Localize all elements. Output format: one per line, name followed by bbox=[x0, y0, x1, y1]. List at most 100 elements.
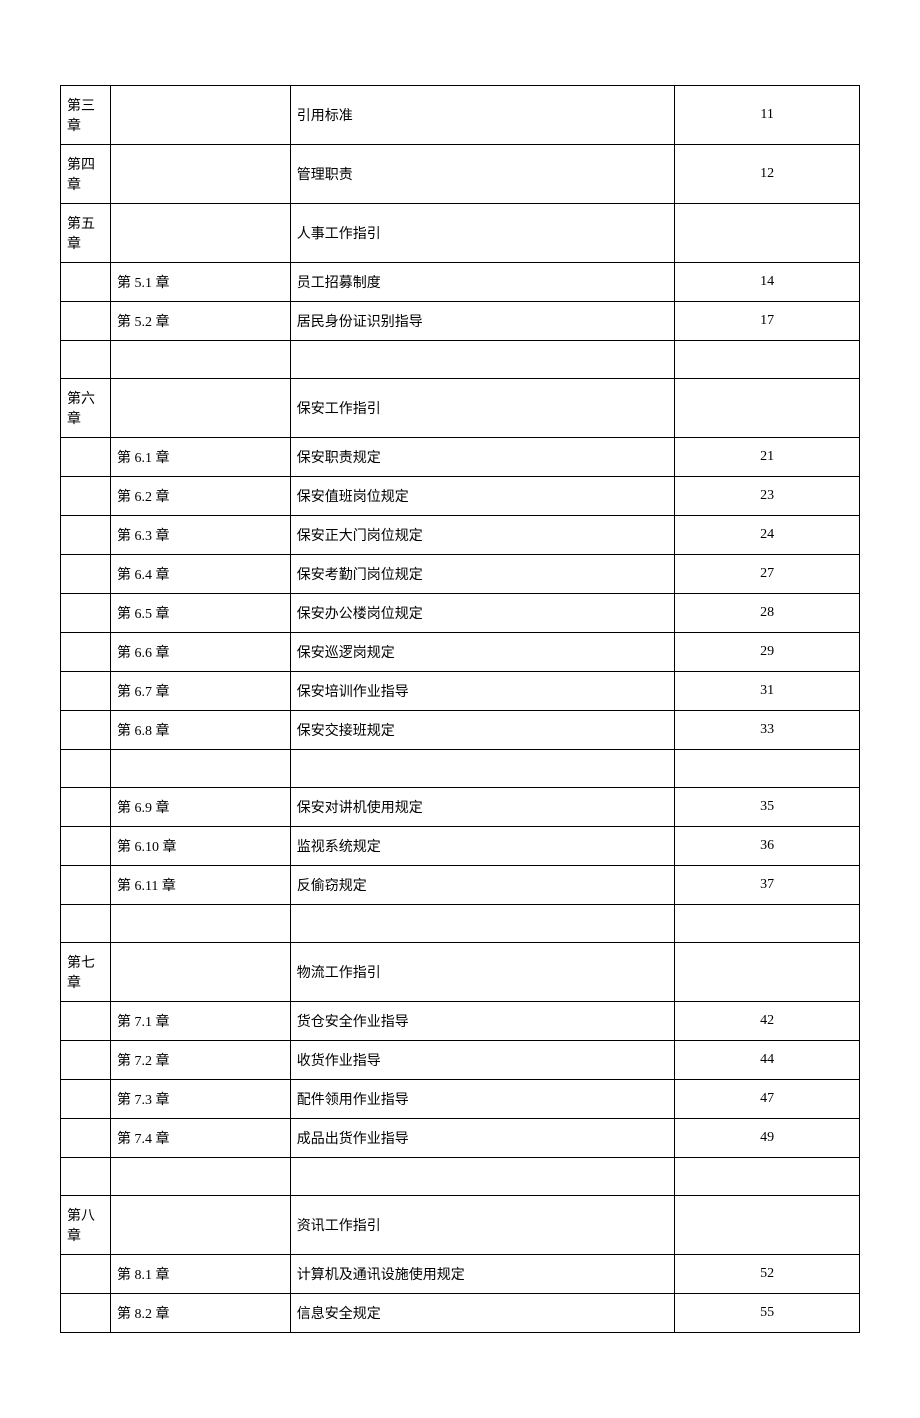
chapter-main-cell bbox=[61, 1119, 111, 1158]
chapter-sub-cell: 第 7.3 章 bbox=[110, 1080, 290, 1119]
chapter-sub-cell bbox=[110, 1196, 290, 1255]
title-cell bbox=[290, 341, 674, 379]
page-number-cell: 28 bbox=[675, 594, 860, 633]
table-row: 第 6.10 章监视系统规定36 bbox=[61, 827, 860, 866]
chapter-sub-cell: 第 5.2 章 bbox=[110, 302, 290, 341]
chapter-main-cell bbox=[61, 750, 111, 788]
title-cell: 保安正大门岗位规定 bbox=[290, 516, 674, 555]
table-row: 第五章人事工作指引 bbox=[61, 204, 860, 263]
page-number-cell bbox=[675, 379, 860, 438]
page-number-cell: 27 bbox=[675, 555, 860, 594]
chapter-sub-cell: 第 8.1 章 bbox=[110, 1255, 290, 1294]
chapter-sub-cell: 第 6.5 章 bbox=[110, 594, 290, 633]
title-cell: 配件领用作业指导 bbox=[290, 1080, 674, 1119]
title-cell: 员工招募制度 bbox=[290, 263, 674, 302]
page-number-cell bbox=[675, 204, 860, 263]
table-row: 第 6.6 章保安巡逻岗规定29 bbox=[61, 633, 860, 672]
chapter-sub-cell bbox=[110, 750, 290, 788]
chapter-main-cell bbox=[61, 555, 111, 594]
title-cell: 计算机及通讯设施使用规定 bbox=[290, 1255, 674, 1294]
title-cell: 保安办公楼岗位规定 bbox=[290, 594, 674, 633]
title-cell: 保安培训作业指导 bbox=[290, 672, 674, 711]
chapter-sub-cell bbox=[110, 86, 290, 145]
chapter-main-cell: 第六章 bbox=[61, 379, 111, 438]
chapter-main-cell bbox=[61, 672, 111, 711]
title-cell: 收货作业指导 bbox=[290, 1041, 674, 1080]
chapter-main-cell bbox=[61, 341, 111, 379]
table-row: 第 6.8 章保安交接班规定33 bbox=[61, 711, 860, 750]
chapter-main-cell: 第三章 bbox=[61, 86, 111, 145]
table-row: 第 6.11 章反偷窃规定37 bbox=[61, 866, 860, 905]
chapter-sub-cell bbox=[110, 145, 290, 204]
title-cell: 保安巡逻岗规定 bbox=[290, 633, 674, 672]
table-row: 第 7.2 章收货作业指导44 bbox=[61, 1041, 860, 1080]
chapter-sub-cell: 第 5.1 章 bbox=[110, 263, 290, 302]
page-number-cell: 24 bbox=[675, 516, 860, 555]
page-number-cell bbox=[675, 943, 860, 1002]
title-cell: 保安职责规定 bbox=[290, 438, 674, 477]
toc-tbody: 第三章引用标准11第四章管理职责12第五章人事工作指引第 5.1 章员工招募制度… bbox=[61, 86, 860, 1333]
page-number-cell bbox=[675, 750, 860, 788]
table-row bbox=[61, 750, 860, 788]
chapter-main-cell bbox=[61, 788, 111, 827]
title-cell: 保安值班岗位规定 bbox=[290, 477, 674, 516]
title-cell: 资讯工作指引 bbox=[290, 1196, 674, 1255]
page-number-cell: 29 bbox=[675, 633, 860, 672]
chapter-sub-cell bbox=[110, 905, 290, 943]
chapter-sub-cell: 第 6.9 章 bbox=[110, 788, 290, 827]
table-row: 第六章保安工作指引 bbox=[61, 379, 860, 438]
title-cell: 引用标准 bbox=[290, 86, 674, 145]
table-row: 第 5.1 章员工招募制度14 bbox=[61, 263, 860, 302]
table-row: 第 7.1 章货仓安全作业指导42 bbox=[61, 1002, 860, 1041]
table-row: 第 6.4 章保安考勤门岗位规定27 bbox=[61, 555, 860, 594]
title-cell bbox=[290, 1158, 674, 1196]
table-row: 第 6.7 章保安培训作业指导31 bbox=[61, 672, 860, 711]
page-number-cell bbox=[675, 1158, 860, 1196]
table-row: 第 6.1 章保安职责规定21 bbox=[61, 438, 860, 477]
table-row: 第 6.5 章保安办公楼岗位规定28 bbox=[61, 594, 860, 633]
chapter-sub-cell: 第 6.11 章 bbox=[110, 866, 290, 905]
page-number-cell: 37 bbox=[675, 866, 860, 905]
page-number-cell bbox=[675, 905, 860, 943]
title-cell: 人事工作指引 bbox=[290, 204, 674, 263]
table-row: 第七章物流工作指引 bbox=[61, 943, 860, 1002]
chapter-sub-cell bbox=[110, 1158, 290, 1196]
title-cell: 监视系统规定 bbox=[290, 827, 674, 866]
title-cell: 货仓安全作业指导 bbox=[290, 1002, 674, 1041]
page-number-cell: 44 bbox=[675, 1041, 860, 1080]
chapter-sub-cell: 第 7.4 章 bbox=[110, 1119, 290, 1158]
chapter-sub-cell: 第 6.7 章 bbox=[110, 672, 290, 711]
chapter-main-cell bbox=[61, 905, 111, 943]
table-row: 第 8.2 章信息安全规定55 bbox=[61, 1294, 860, 1333]
title-cell: 保安考勤门岗位规定 bbox=[290, 555, 674, 594]
page-number-cell: 49 bbox=[675, 1119, 860, 1158]
chapter-main-cell bbox=[61, 594, 111, 633]
page-number-cell: 23 bbox=[675, 477, 860, 516]
page-number-cell: 52 bbox=[675, 1255, 860, 1294]
title-cell: 反偷窃规定 bbox=[290, 866, 674, 905]
table-row bbox=[61, 341, 860, 379]
table-row bbox=[61, 1158, 860, 1196]
chapter-main-cell bbox=[61, 302, 111, 341]
chapter-sub-cell bbox=[110, 379, 290, 438]
chapter-main-cell bbox=[61, 1002, 111, 1041]
page-number-cell: 36 bbox=[675, 827, 860, 866]
chapter-sub-cell: 第 6.6 章 bbox=[110, 633, 290, 672]
title-cell: 管理职责 bbox=[290, 145, 674, 204]
page-number-cell: 47 bbox=[675, 1080, 860, 1119]
chapter-main-cell bbox=[61, 477, 111, 516]
page-number-cell: 17 bbox=[675, 302, 860, 341]
chapter-sub-cell: 第 7.2 章 bbox=[110, 1041, 290, 1080]
table-row bbox=[61, 905, 860, 943]
table-row: 第八章 资讯工作指引 bbox=[61, 1196, 860, 1255]
title-cell: 成品出货作业指导 bbox=[290, 1119, 674, 1158]
chapter-sub-cell: 第 6.4 章 bbox=[110, 555, 290, 594]
chapter-sub-cell bbox=[110, 341, 290, 379]
page-number-cell: 21 bbox=[675, 438, 860, 477]
chapter-main-cell bbox=[61, 1158, 111, 1196]
chapter-main-cell bbox=[61, 1294, 111, 1333]
chapter-sub-cell bbox=[110, 943, 290, 1002]
table-row: 第 6.3 章保安正大门岗位规定24 bbox=[61, 516, 860, 555]
chapter-main-cell bbox=[61, 827, 111, 866]
chapter-main-cell: 第八章 bbox=[61, 1196, 111, 1255]
